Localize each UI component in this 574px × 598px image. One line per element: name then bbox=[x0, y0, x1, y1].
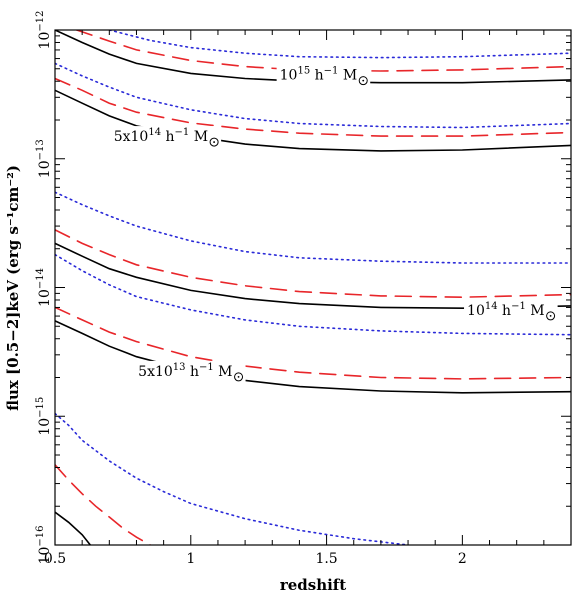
y-tick-label: 10−16 bbox=[35, 526, 53, 565]
series-line-12-solid bbox=[55, 320, 571, 394]
series-line-13-dotted bbox=[55, 412, 409, 545]
sun-symbol-icon bbox=[209, 137, 219, 147]
annotations-group: 1015 h−1 M 5x1014 h−1 M 1014 h−1 M 5x1013 h… bbox=[110, 64, 558, 383]
x-tick-label: 2 bbox=[458, 551, 467, 567]
mass-label-background bbox=[464, 299, 558, 322]
series-line-15-solid bbox=[55, 511, 92, 545]
plot-frame bbox=[54, 29, 572, 546]
mass-label-text: 5x1013 h−1 M bbox=[138, 362, 232, 380]
series-line-14-dashed bbox=[55, 464, 151, 545]
mass-label-background bbox=[110, 126, 222, 149]
sun-symbol-icon bbox=[234, 372, 244, 382]
mass-label-4: 5x1013 h−1 M bbox=[135, 360, 246, 383]
mass-label-text: 1015 h−1 M bbox=[280, 66, 358, 84]
x-tick-label: 1.5 bbox=[315, 551, 337, 567]
series-line-8-solid bbox=[55, 242, 571, 310]
x-tick-label: 1 bbox=[186, 551, 195, 567]
mass-label-1: 1015 h−1 M bbox=[276, 64, 371, 87]
mass-label-2: 5x1014 h−1 M bbox=[110, 126, 222, 149]
series-line-5-dashed bbox=[55, 77, 571, 137]
series-line-3-dotted bbox=[108, 30, 571, 59]
y-tick-label: 10−15 bbox=[35, 397, 53, 436]
series-line-7-dotted bbox=[55, 191, 571, 264]
sun-symbol-dot bbox=[549, 314, 552, 317]
sun-symbol-dot bbox=[362, 79, 365, 82]
y-tick-label: 10−13 bbox=[35, 139, 53, 178]
x-tick-label: 0.5 bbox=[44, 551, 66, 567]
mass-label-text: 1014 h−1 M bbox=[467, 301, 545, 319]
sun-symbol-icon bbox=[358, 76, 368, 86]
sun-symbol-icon bbox=[546, 311, 556, 321]
sun-symbol-dot bbox=[213, 141, 216, 143]
curves-group bbox=[55, 30, 571, 545]
tick-labels-group: 0.5 1 1.5 2 10−16 10−15 10−14 10−13 10−12 bbox=[35, 11, 467, 567]
mass-label-background bbox=[276, 64, 371, 87]
sun-symbol-dot bbox=[237, 376, 240, 378]
series-line-2-dashed bbox=[75, 30, 571, 72]
series-line-1-solid bbox=[55, 30, 571, 84]
series-line-6-dotted bbox=[55, 62, 571, 129]
series-line-11-dashed bbox=[55, 306, 571, 380]
mass-label-text: 5x1014 h−1 M bbox=[114, 127, 208, 145]
axis-ticks-group bbox=[54, 29, 572, 546]
series-line-10-dotted bbox=[55, 253, 571, 336]
y-tick-label: 10−14 bbox=[35, 268, 53, 307]
y-axis-label: flux [0.5−2]keV (erg s⁻¹cm⁻²) bbox=[4, 165, 22, 411]
y-tick-label: 10−12 bbox=[35, 11, 53, 50]
x-axis-label: redshift bbox=[280, 576, 346, 594]
mass-label-background bbox=[135, 360, 246, 383]
mass-label-3: 1014 h−1 M bbox=[464, 299, 558, 322]
series-line-9-dashed bbox=[55, 229, 571, 299]
